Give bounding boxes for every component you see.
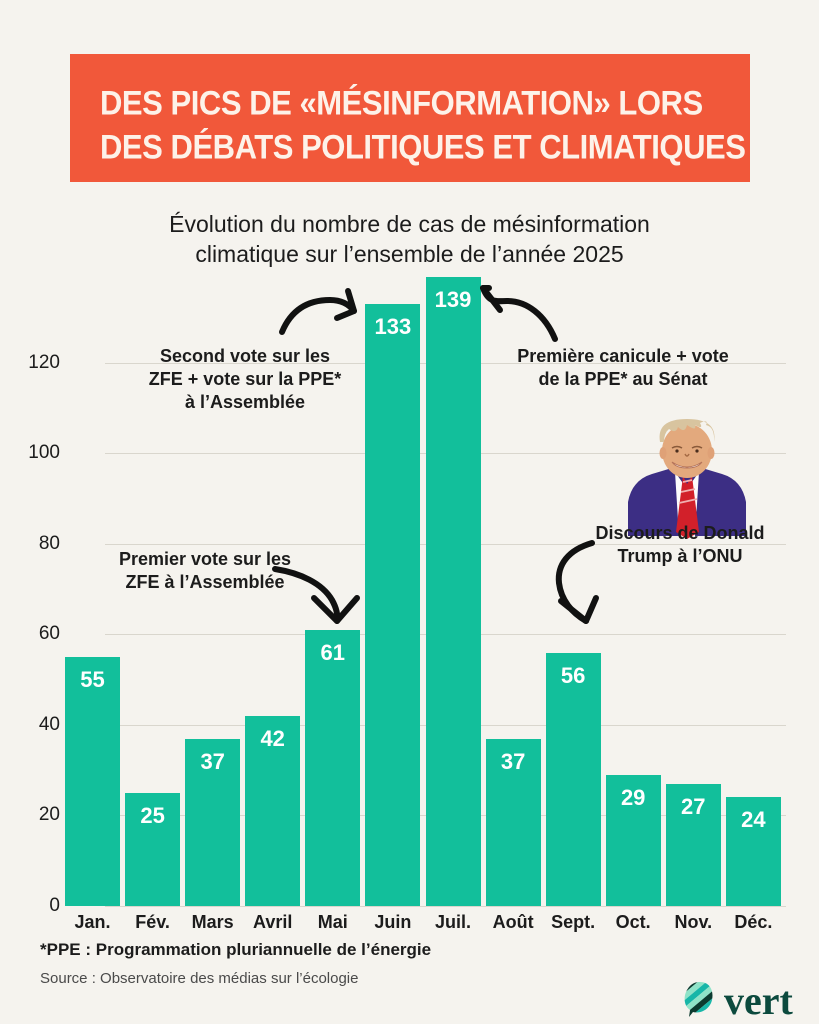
svg-text:vert: vert: [724, 978, 794, 1022]
